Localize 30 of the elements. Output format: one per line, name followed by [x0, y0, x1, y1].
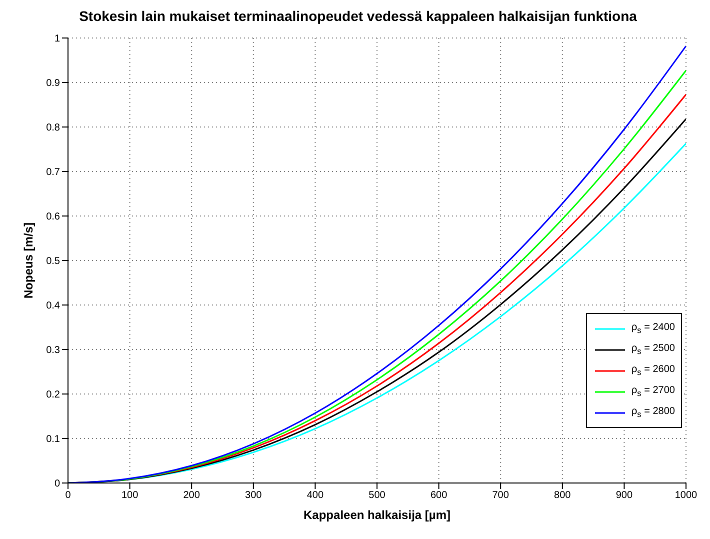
y-tick-label: 0.2 [46, 390, 60, 401]
legend-label: ρ$_{s}$ = 2600 [631, 364, 675, 377]
x-tick-label: 300 [245, 490, 262, 502]
y-tick-label: 0.6 [46, 212, 60, 223]
x-tick-label: 600 [430, 490, 448, 502]
x-tick-label: 1000 [674, 490, 698, 502]
x-tick-label: 200 [183, 490, 200, 502]
y-tick-label: 0.5 [46, 256, 60, 268]
legend-label: ρ$_{s}$ = 2400 [631, 322, 675, 335]
y-tick-label: 0.8 [46, 122, 60, 134]
x-tick-label: 900 [616, 490, 633, 502]
x-tick-label: 500 [368, 490, 386, 502]
legend-label: ρ$_{s}$ = 2500 [631, 343, 675, 356]
x-tick-label: 100 [121, 490, 139, 502]
y-tick-label: 0 [54, 478, 60, 490]
chart-title: Stokesin lain mukaiset terminaalinopeudet vedessä kappaleen halkaisijan funktiona [79, 8, 637, 24]
y-tick-label: 0.4 [46, 300, 60, 312]
y-tick-label: 1 [54, 34, 60, 45]
y-tick-label: 0.9 [46, 78, 60, 90]
x-tick-label: 700 [492, 490, 510, 502]
x-tick-label: 0 [65, 490, 72, 502]
y-tick-label: 0.1 [46, 434, 60, 446]
legend-label: ρ$_{s}$ = 2800 [631, 406, 675, 419]
legend-label: ρ$_{s}$ = 2700 [631, 385, 675, 398]
x-axis-title: Kappaleen halkaisija [µm] [304, 508, 450, 522]
y-tick-label: 0.7 [46, 167, 60, 178]
x-tick-label: 800 [554, 490, 572, 502]
y-tick-label: 0.3 [46, 345, 60, 356]
x-tick-label: 400 [306, 490, 324, 502]
y-axis-title: Nopeus [m/s] [21, 222, 36, 299]
